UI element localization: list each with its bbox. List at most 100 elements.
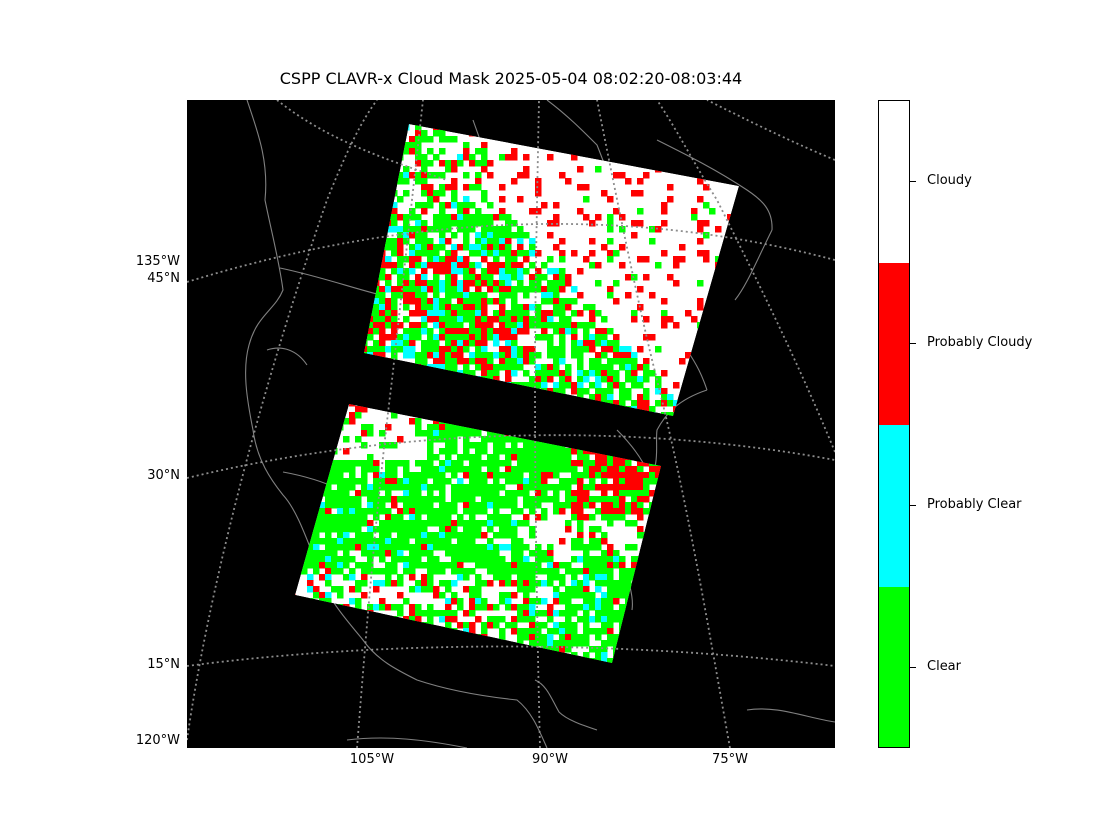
cloud-mask-pixel (535, 550, 542, 557)
cloud-mask-pixel (259, 556, 266, 563)
cloud-mask-pixel (193, 538, 200, 545)
cloud-mask-pixel (373, 472, 380, 479)
cloud-mask-pixel (355, 436, 362, 443)
cloud-mask-pixel (265, 322, 272, 329)
cloud-mask-pixel (481, 502, 488, 509)
cloud-mask-pixel (481, 406, 488, 413)
cloud-mask-pixel (187, 370, 194, 377)
cloud-mask-pixel (475, 298, 482, 305)
cloud-mask-pixel (511, 352, 518, 359)
cloud-mask-pixel (691, 478, 698, 485)
cloud-mask-pixel (451, 262, 458, 269)
cloud-mask-pixel (229, 262, 236, 269)
cloud-mask-pixel (637, 532, 644, 539)
cloud-mask-pixel (469, 400, 476, 407)
cloud-mask-pixel (193, 568, 200, 575)
cloud-mask-pixel (607, 340, 614, 347)
cloud-mask-pixel (823, 514, 830, 521)
cloud-mask-pixel (229, 442, 236, 449)
cloud-mask-pixel (709, 304, 716, 311)
cloud-mask-pixel (223, 478, 230, 485)
cloud-mask-pixel (325, 412, 332, 419)
cloud-mask-pixel (505, 316, 512, 323)
cloud-mask-pixel (235, 244, 242, 251)
cloud-mask-pixel (295, 328, 302, 335)
cloud-mask-pixel (523, 166, 530, 173)
cloud-mask-pixel (361, 460, 368, 467)
cloud-mask-pixel (433, 154, 440, 161)
cloud-mask-pixel (391, 322, 398, 329)
cloud-mask-pixel (613, 346, 620, 353)
cloud-mask-pixel (313, 484, 320, 491)
cloud-mask-pixel (259, 328, 266, 335)
cloud-mask-pixel (607, 226, 614, 233)
cloud-mask-pixel (229, 568, 236, 575)
cloud-mask-pixel (379, 430, 386, 437)
cloud-mask-pixel (637, 220, 644, 227)
cloud-mask-pixel (619, 262, 626, 269)
cloud-mask-pixel (649, 148, 656, 155)
cloud-mask-pixel (565, 568, 572, 575)
cloud-mask-pixel (829, 490, 835, 497)
cloud-mask-pixel (613, 448, 620, 455)
cloud-mask-pixel (577, 412, 584, 419)
cloud-mask-pixel (295, 190, 302, 197)
cloud-mask-pixel (451, 268, 458, 275)
cloud-mask-pixel (355, 478, 362, 485)
cloud-mask-pixel (649, 406, 656, 413)
cloud-mask-pixel (547, 418, 554, 425)
cloud-mask-pixel (697, 448, 704, 455)
cloud-mask-pixel (673, 262, 680, 269)
cloud-mask-pixel (811, 388, 818, 395)
cloud-mask-pixel (805, 478, 812, 485)
cloud-mask-pixel (463, 304, 470, 311)
cloud-mask-pixel (823, 496, 830, 503)
cloud-mask-pixel (307, 298, 314, 305)
cloud-mask-pixel (385, 460, 392, 467)
cloud-mask-pixel (769, 436, 776, 443)
cloud-mask-pixel (301, 214, 308, 221)
cloud-mask-pixel (283, 310, 290, 317)
cloud-mask-pixel (331, 424, 338, 431)
cloud-mask-pixel (259, 340, 266, 347)
cloud-mask-pixel (271, 406, 278, 413)
cloud-mask-pixel (223, 178, 230, 185)
cloud-mask-pixel (637, 424, 644, 431)
cloud-mask-pixel (547, 550, 554, 557)
cloud-mask-pixel (475, 442, 482, 449)
cloud-mask-pixel (505, 388, 512, 395)
cloud-mask-pixel (223, 358, 230, 365)
cloud-mask-pixel (439, 526, 446, 533)
cloud-mask-pixel (367, 532, 374, 539)
cloud-mask-pixel (205, 340, 212, 347)
cloud-mask-pixel (451, 442, 458, 449)
cloud-mask-pixel (577, 346, 584, 353)
cloud-mask-pixel (331, 358, 338, 365)
cloud-mask-pixel (571, 382, 578, 389)
cloud-mask-pixel (445, 340, 452, 347)
cloud-mask-pixel (589, 496, 596, 503)
cloud-mask-pixel (349, 304, 356, 311)
cloud-mask-pixel (715, 508, 722, 515)
cloud-mask-pixel (601, 328, 608, 335)
cloud-mask-pixel (223, 172, 230, 179)
cloud-mask-pixel (355, 202, 362, 209)
cloud-mask-pixel (385, 490, 392, 497)
cloud-mask-pixel (571, 406, 578, 413)
cloud-mask-pixel (505, 544, 512, 551)
cloud-mask-pixel (259, 478, 266, 485)
cloud-mask-pixel (355, 334, 362, 341)
cloud-mask-pixel (211, 292, 218, 299)
cloud-mask-pixel (595, 328, 602, 335)
cloud-mask-pixel (457, 404, 464, 407)
cloud-mask-pixel (517, 418, 524, 425)
cloud-mask-pixel (469, 328, 476, 335)
cloud-mask-pixel (391, 406, 398, 413)
cloud-mask-pixel (565, 454, 572, 461)
cloud-mask-pixel (331, 502, 338, 509)
cloud-mask-pixel (607, 238, 614, 245)
cloud-mask-pixel (187, 352, 194, 359)
cloud-mask-pixel (613, 502, 620, 509)
cloud-mask-pixel (493, 388, 500, 395)
cloud-mask-pixel (781, 514, 788, 521)
